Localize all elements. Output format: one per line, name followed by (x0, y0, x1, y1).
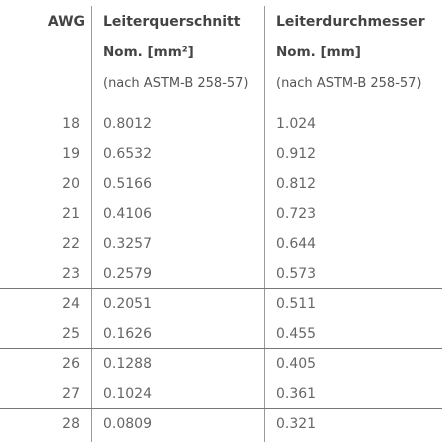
column-unit: Nom. [mm] (276, 44, 361, 60)
cell: 0.455 (276, 326, 317, 342)
cell: 0.2579 (103, 266, 152, 282)
column-note: (nach ASTM-B 258-57) (103, 76, 249, 91)
cell: 21 (62, 206, 80, 222)
cell: 0.812 (276, 176, 317, 192)
row-group-divider (0, 288, 442, 289)
cell: 0.644 (276, 236, 317, 252)
cell: 0.723 (276, 206, 317, 222)
column-header: AWG (47, 14, 85, 30)
cell: 0.511 (276, 296, 317, 312)
column-unit: Nom. [mm²] (103, 44, 194, 60)
cell: 19 (62, 146, 80, 162)
cell: 18 (62, 116, 80, 132)
cell: 22 (62, 236, 80, 252)
cell: 0.6532 (103, 146, 152, 162)
cell: 26 (62, 356, 80, 372)
cell: 0.1288 (103, 356, 152, 372)
cell: 0.1626 (103, 326, 152, 342)
cell: 0.361 (276, 386, 317, 402)
cell: 1.024 (276, 116, 317, 132)
cell: 23 (62, 266, 80, 282)
column-divider (264, 6, 265, 442)
cell: 25 (62, 326, 80, 342)
column-note: (nach ASTM-B 258-57) (276, 76, 422, 91)
cell: 0.5166 (103, 176, 152, 192)
cell: 0.4106 (103, 206, 152, 222)
cell: 24 (62, 296, 80, 312)
cell: 0.3257 (103, 236, 152, 252)
row-group-divider (0, 348, 442, 349)
column-divider (91, 6, 92, 442)
cell: 27 (62, 386, 80, 402)
cell: 28 (62, 416, 80, 432)
cell: 0.573 (276, 266, 317, 282)
cell: 0.321 (276, 416, 317, 432)
cell: 0.1024 (103, 386, 152, 402)
cell: 0.8012 (103, 116, 152, 132)
cell: 20 (62, 176, 80, 192)
cell: 0.2051 (103, 296, 152, 312)
column-header: Leiterquerschnitt (103, 14, 241, 30)
column-header: Leiterdurchmesser (276, 14, 425, 30)
row-group-divider (0, 408, 442, 409)
cell: 0.0809 (103, 416, 152, 432)
cell: 0.405 (276, 356, 317, 372)
cell: 0.912 (276, 146, 317, 162)
